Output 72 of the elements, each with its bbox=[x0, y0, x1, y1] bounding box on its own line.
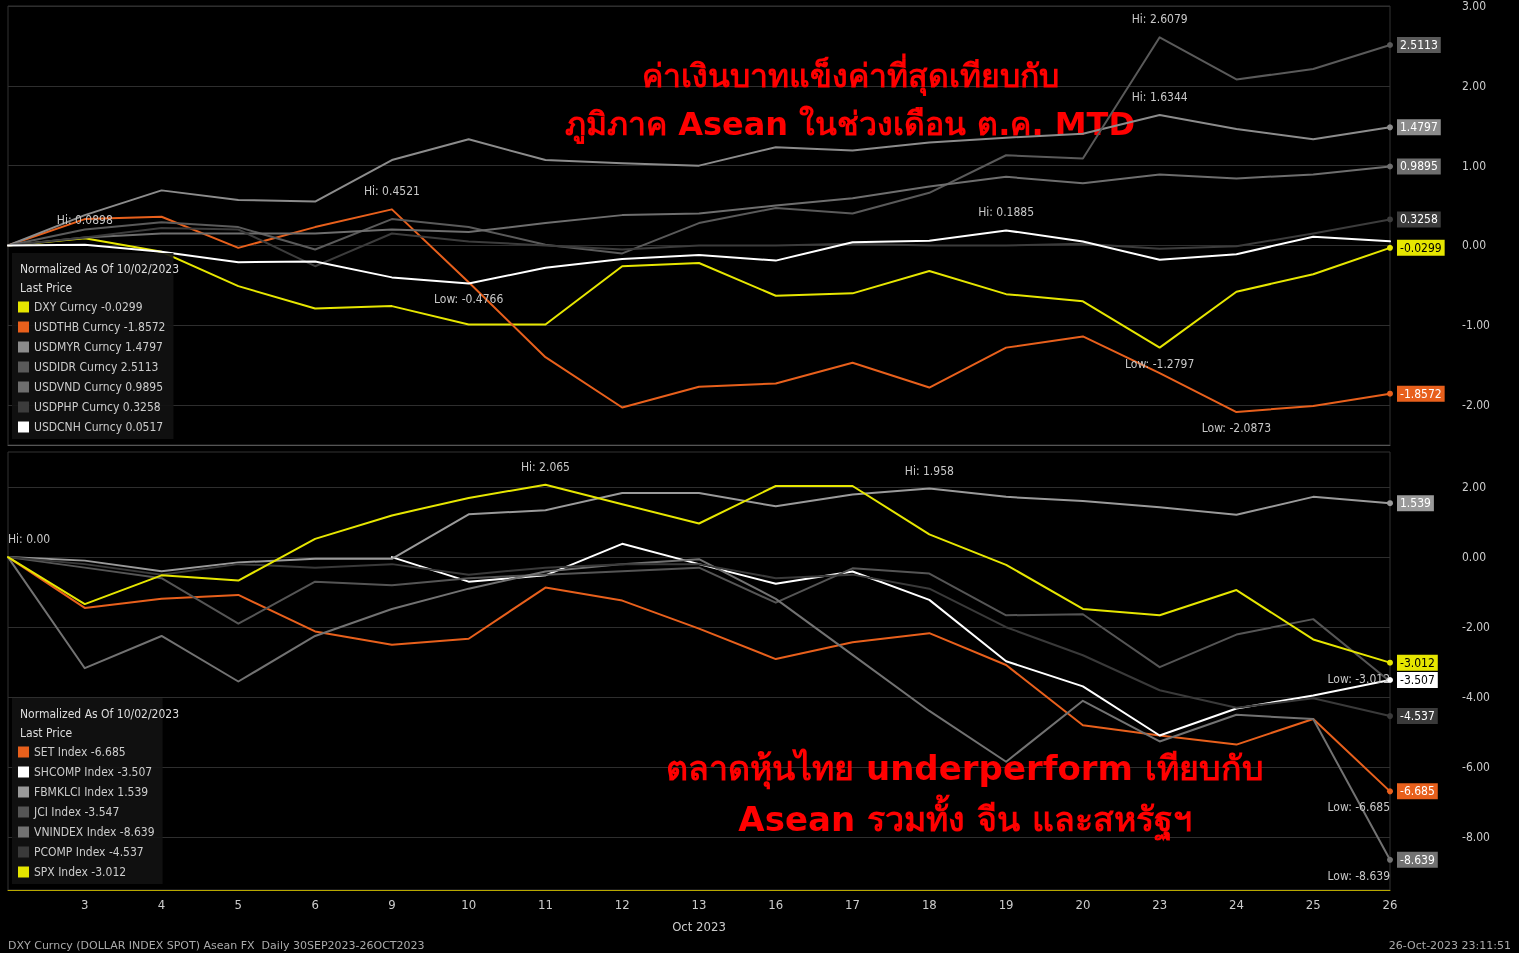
legend-label: VNINDEX Index -8.639 bbox=[34, 825, 155, 839]
legend-label: SPX Index -3.012 bbox=[34, 865, 127, 879]
x-tick-label: 10 bbox=[461, 897, 477, 912]
x-tick-label: 24 bbox=[1229, 897, 1244, 912]
annotation: Hi: 0.1885 bbox=[978, 205, 1035, 220]
legend-label: USDTHB Curncy -1.8572 bbox=[34, 320, 166, 334]
data-label: -3.012 bbox=[1400, 655, 1435, 670]
x-tick-label: 4 bbox=[157, 897, 166, 912]
y-tick-label: 1.00 bbox=[1462, 158, 1487, 173]
legend-label: FBMKLCI Index 1.539 bbox=[34, 785, 149, 799]
data-label: -6.685 bbox=[1400, 784, 1435, 799]
legend-label: USDPHP Curncy 0.3258 bbox=[34, 400, 161, 414]
legend-label: DXY Curncy -0.0299 bbox=[34, 300, 143, 314]
annotation: ตลาดหุ้นไทย underperform เทียบกับ Asean รวมทั้ง จีน และสหรัฐฯ bbox=[666, 747, 1264, 842]
legend-label: PCOMP Index -4.537 bbox=[34, 845, 144, 859]
x-tick-label: 25 bbox=[1305, 897, 1321, 912]
x-tick-label: 20 bbox=[1075, 897, 1091, 912]
legend-title: Normalized As Of 10/02/2023 Last Price bbox=[20, 706, 179, 740]
y-tick-label: -2.00 bbox=[1462, 620, 1491, 635]
data-label: -8.639 bbox=[1400, 852, 1435, 867]
x-axis-title: Oct 2023 bbox=[672, 919, 726, 934]
y-tick-label: -2.00 bbox=[1462, 398, 1491, 413]
y-tick-label: 0.00 bbox=[1462, 238, 1487, 253]
x-tick-label: 23 bbox=[1152, 897, 1168, 912]
data-label: 1.4797 bbox=[1400, 120, 1438, 135]
x-tick-label: 26 bbox=[1382, 897, 1398, 912]
text: DXY Curncy (DOLLAR INDEX SPOT) Asean FX Daily 30SEP2023-26OCT2023 bbox=[8, 938, 425, 952]
legend-label: JCI Index -3.547 bbox=[33, 805, 120, 819]
legend-label: USDMYR Curncy 1.4797 bbox=[34, 340, 163, 354]
x-tick-label: 17 bbox=[845, 897, 860, 912]
legend-label: USDCNH Curncy 0.0517 bbox=[34, 420, 164, 434]
data-label: 0.3258 bbox=[1400, 212, 1438, 227]
annotation: Hi: 2.6079 bbox=[1131, 12, 1188, 27]
data-label: 1.539 bbox=[1400, 496, 1432, 511]
y-tick-label: -4.00 bbox=[1462, 690, 1491, 705]
annotation: Hi: 1.6344 bbox=[1131, 90, 1188, 104]
data-label: 2.5113 bbox=[1400, 38, 1438, 53]
annotation: Low: -8.639 bbox=[1327, 868, 1391, 883]
annotation: Low: -3.012 bbox=[1327, 671, 1390, 686]
y-tick-label: -6.00 bbox=[1462, 760, 1491, 775]
y-tick-label: -1.00 bbox=[1462, 318, 1491, 333]
annotation: Hi: 2.065 bbox=[520, 459, 570, 474]
legend-label: SHCOMP Index -3.507 bbox=[34, 765, 153, 779]
data-label: -0.0299 bbox=[1400, 240, 1442, 255]
text: 26-Oct-2023 23:11:51 bbox=[1388, 938, 1511, 952]
annotation: Hi: 1.958 bbox=[904, 463, 954, 478]
annotation: Hi: 0.4521 bbox=[363, 184, 420, 199]
annotation: Low: -2.0873 bbox=[1201, 421, 1272, 436]
x-tick-label: 3 bbox=[81, 897, 89, 912]
y-tick-label: 0.00 bbox=[1462, 550, 1487, 565]
y-tick-label: 2.00 bbox=[1462, 78, 1487, 93]
x-tick-label: 5 bbox=[234, 897, 243, 912]
x-tick-label: 6 bbox=[311, 897, 319, 912]
x-tick-label: 9 bbox=[388, 897, 396, 912]
x-tick-label: 11 bbox=[538, 897, 553, 912]
y-tick-label: 3.00 bbox=[1462, 0, 1487, 13]
data-label: -3.507 bbox=[1400, 673, 1435, 688]
x-tick-label: 16 bbox=[768, 897, 784, 912]
legend-label: SET Index -6.685 bbox=[34, 745, 126, 759]
y-tick-label: -8.00 bbox=[1462, 830, 1491, 845]
x-tick-label: 13 bbox=[691, 897, 707, 912]
x-tick-label: 18 bbox=[921, 897, 937, 912]
legend-title: Normalized As Of 10/02/2023 Last Price bbox=[20, 261, 179, 295]
annotation: Hi: 0.00 bbox=[8, 532, 51, 547]
x-tick-label: 12 bbox=[614, 897, 630, 912]
y-tick-label: 2.00 bbox=[1462, 480, 1487, 495]
data-label: 0.9895 bbox=[1400, 159, 1438, 174]
legend-label: USDVND Curncy 0.9895 bbox=[34, 380, 164, 394]
data-label: -4.537 bbox=[1400, 709, 1435, 724]
x-tick-label: 19 bbox=[998, 897, 1014, 912]
legend-label: USDIDR Curncy 2.5113 bbox=[34, 360, 159, 374]
data-label: -1.8572 bbox=[1400, 386, 1442, 401]
